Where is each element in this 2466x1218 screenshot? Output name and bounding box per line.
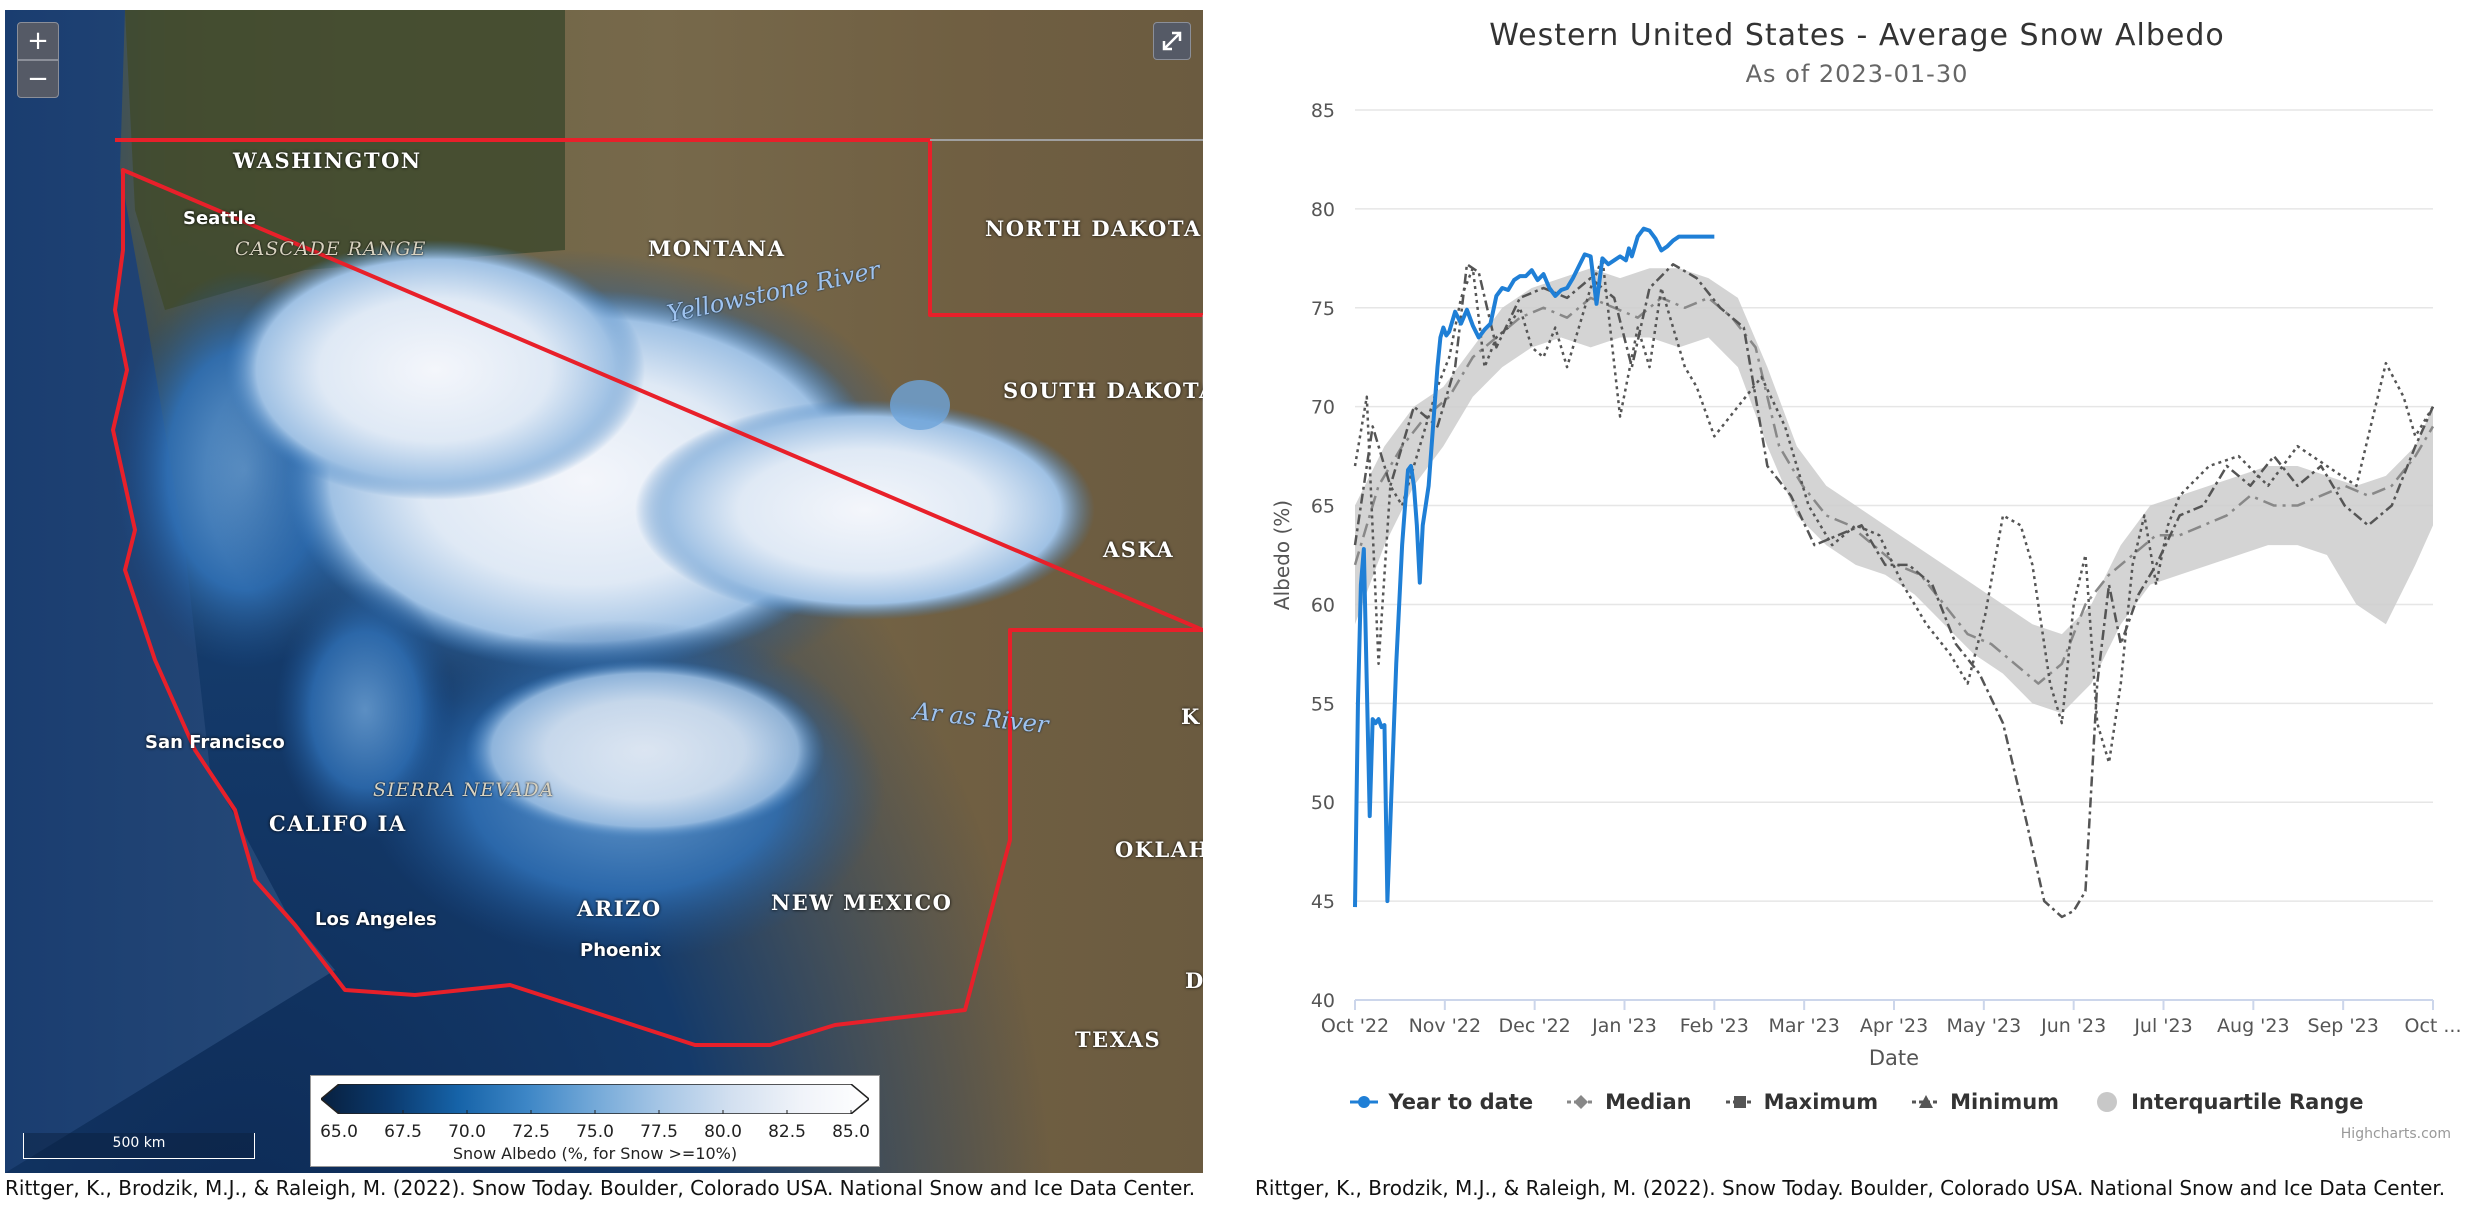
- legend-tick-label: 80.0: [704, 1122, 742, 1142]
- snow-cover: [890, 380, 950, 430]
- x-tick-label: Jan '23: [1591, 1015, 1657, 1037]
- chart-canvas: 40 45 50 55 60 65 70 75 80 85 Oct '22 Nov '22 Dec '2…: [1270, 100, 2461, 1070]
- legend-item[interactable]: Median: [1567, 1090, 1692, 1114]
- legend-tick-label: 77.5: [640, 1122, 678, 1142]
- legend-item-label: Minimum: [1950, 1090, 2060, 1114]
- expand-icon: [1162, 31, 1182, 51]
- y-tick-label: 55: [1311, 693, 1335, 715]
- chart-legend: Year to date Median Maximum Minimum Interqua…: [1253, 1090, 2461, 1114]
- label-colorado-partial: D: [1185, 968, 1203, 993]
- city-los-angeles: Los Angeles: [315, 909, 437, 930]
- x-tick-label: Jul '23: [2133, 1015, 2192, 1037]
- snow-cover: [275, 580, 455, 840]
- chart-citation: Rittger, K., Brodzik, M.J., & Raleigh, M…: [1255, 1176, 2446, 1200]
- highcharts-credit-link[interactable]: Highcharts.com: [2340, 1126, 2451, 1142]
- label-arizona: ARIZO: [577, 896, 662, 921]
- snow-albedo-map[interactable]: + − WASHINGTON MONTANA NORTH DAKOTA SOUT…: [5, 10, 1203, 1173]
- series-maximum: [1353, 263, 2435, 919]
- legend-tick-label: 75.0: [576, 1122, 614, 1142]
- y-tick-label: 45: [1311, 891, 1335, 913]
- y-tick-label: 85: [1311, 100, 1335, 122]
- label-texas: TEXAS: [1075, 1027, 1162, 1052]
- range-sierra-nevada: SIERRA NEVADA: [373, 779, 555, 801]
- scale-label: 500 km: [112, 1135, 166, 1151]
- x-tick-label: Dec '22: [1499, 1015, 1571, 1037]
- x-tick-label: Mar '23: [1769, 1015, 1840, 1037]
- zoom-out-button[interactable]: −: [17, 60, 59, 98]
- y-tick-label: 60: [1311, 594, 1335, 616]
- label-montana: MONTANA: [648, 236, 786, 261]
- x-tick-label: Oct '22: [1321, 1015, 1389, 1037]
- map-citation: Rittger, K., Brodzik, M.J., & Raleigh, M…: [5, 1176, 1196, 1200]
- x-tick-label: Nov '22: [1409, 1015, 1482, 1037]
- legend-item-label: Median: [1605, 1090, 1692, 1114]
- label-north-dakota: NORTH DAKOTA: [985, 216, 1202, 241]
- x-tick-label: May '23: [1946, 1015, 2021, 1037]
- legend-item[interactable]: Year to date: [1350, 1090, 1533, 1114]
- legend-colorbar: [321, 1084, 869, 1114]
- legend-item[interactable]: Maximum: [1725, 1090, 1879, 1114]
- label-kansas: K: [1181, 704, 1201, 729]
- city-phoenix: Phoenix: [580, 940, 662, 961]
- legend-tick-label: 65.0: [320, 1122, 358, 1142]
- city-seattle: Seattle: [183, 208, 256, 229]
- chart-title: Western United States - Average Snow Alb…: [1489, 18, 2225, 53]
- legend-item-label: Maximum: [1763, 1090, 1879, 1114]
- x-tick-label: Oct ...: [2404, 1015, 2461, 1037]
- chart-subtitle: As of 2023-01-30: [1745, 60, 1969, 88]
- albedo-color-legend: 65.0 67.5 70.0 72.5 75.0 77.5 80.0 82.5 85.0 Sno…: [310, 1075, 880, 1167]
- series-median: [1353, 296, 2435, 685]
- legend-title: Snow Albedo (%, for Snow >=10%): [452, 1144, 738, 1163]
- city-san-francisco: San Francisco: [145, 732, 285, 753]
- label-california: CALIFO IA: [269, 811, 407, 836]
- series-year-to-date: [1353, 226, 1715, 908]
- circle-fill-icon: [2097, 1092, 2118, 1112]
- x-tick-label: Sep '23: [2308, 1015, 2379, 1037]
- legend-item-label: Year to date: [1388, 1090, 1534, 1114]
- legend-tick-label: 72.5: [512, 1122, 550, 1142]
- snow-cover: [465, 660, 825, 840]
- albedo-chart: 40 45 50 55 60 65 70 75 80 85 Oct '22 Nov '22 Dec '2…: [1253, 10, 2461, 1170]
- label-nebraska: ASKA: [1103, 537, 1175, 562]
- diamond-line-icon: [1567, 1095, 1596, 1109]
- legend-tick-label: 67.5: [384, 1122, 422, 1142]
- square-line-icon: [1725, 1096, 1754, 1108]
- legend-item[interactable]: Minimum: [1912, 1090, 2059, 1114]
- x-tick-label: Apr '23: [1860, 1015, 1928, 1037]
- snow-cover: [635, 400, 1095, 620]
- triangle-line-icon: [1912, 1095, 1941, 1108]
- label-oklahoma: OKLAH: [1115, 837, 1203, 862]
- zoom-in-button[interactable]: +: [17, 22, 59, 60]
- y-tick-label: 80: [1311, 199, 1335, 221]
- label-south-dakota: SOUTH DAKOTA: [1003, 378, 1203, 403]
- fullscreen-button[interactable]: [1153, 22, 1191, 60]
- label-washington: WASHINGTON: [233, 148, 422, 173]
- snow-cover: [225, 240, 645, 500]
- x-tick-label: Aug '23: [2217, 1015, 2290, 1037]
- range-cascade: CASCADE RANGE: [235, 238, 427, 260]
- series-minimum: [1353, 257, 2435, 764]
- series-interquartile-range: [1355, 268, 2433, 714]
- y-axis-title: Albedo (%): [1270, 500, 1294, 610]
- legend-tick-label: 70.0: [448, 1122, 486, 1142]
- y-tick-label: 75: [1311, 298, 1335, 320]
- map-canvas: [5, 10, 1203, 1173]
- y-tick-label: 70: [1311, 397, 1335, 419]
- label-new-mexico: NEW MEXICO: [771, 890, 953, 915]
- y-tick-label: 65: [1311, 496, 1335, 518]
- legend-gradient: [321, 1084, 869, 1114]
- x-tick-label: Jun '23: [2040, 1015, 2106, 1037]
- x-axis-title: Date: [1869, 1046, 1919, 1070]
- x-tick-label: Feb '23: [1680, 1015, 1749, 1037]
- y-tick-label: 40: [1311, 990, 1335, 1012]
- legend-item-label: Interquartile Range: [2131, 1090, 2364, 1114]
- y-tick-label: 50: [1311, 792, 1335, 814]
- forest-region: [125, 10, 565, 310]
- legend-tick-label: 85.0: [832, 1122, 870, 1142]
- circle-line-icon: [1350, 1096, 1379, 1108]
- legend-item[interactable]: Interquartile Range: [2093, 1090, 2364, 1114]
- scale-bar: 500 km: [23, 1133, 255, 1159]
- legend-tick-label: 82.5: [768, 1122, 806, 1142]
